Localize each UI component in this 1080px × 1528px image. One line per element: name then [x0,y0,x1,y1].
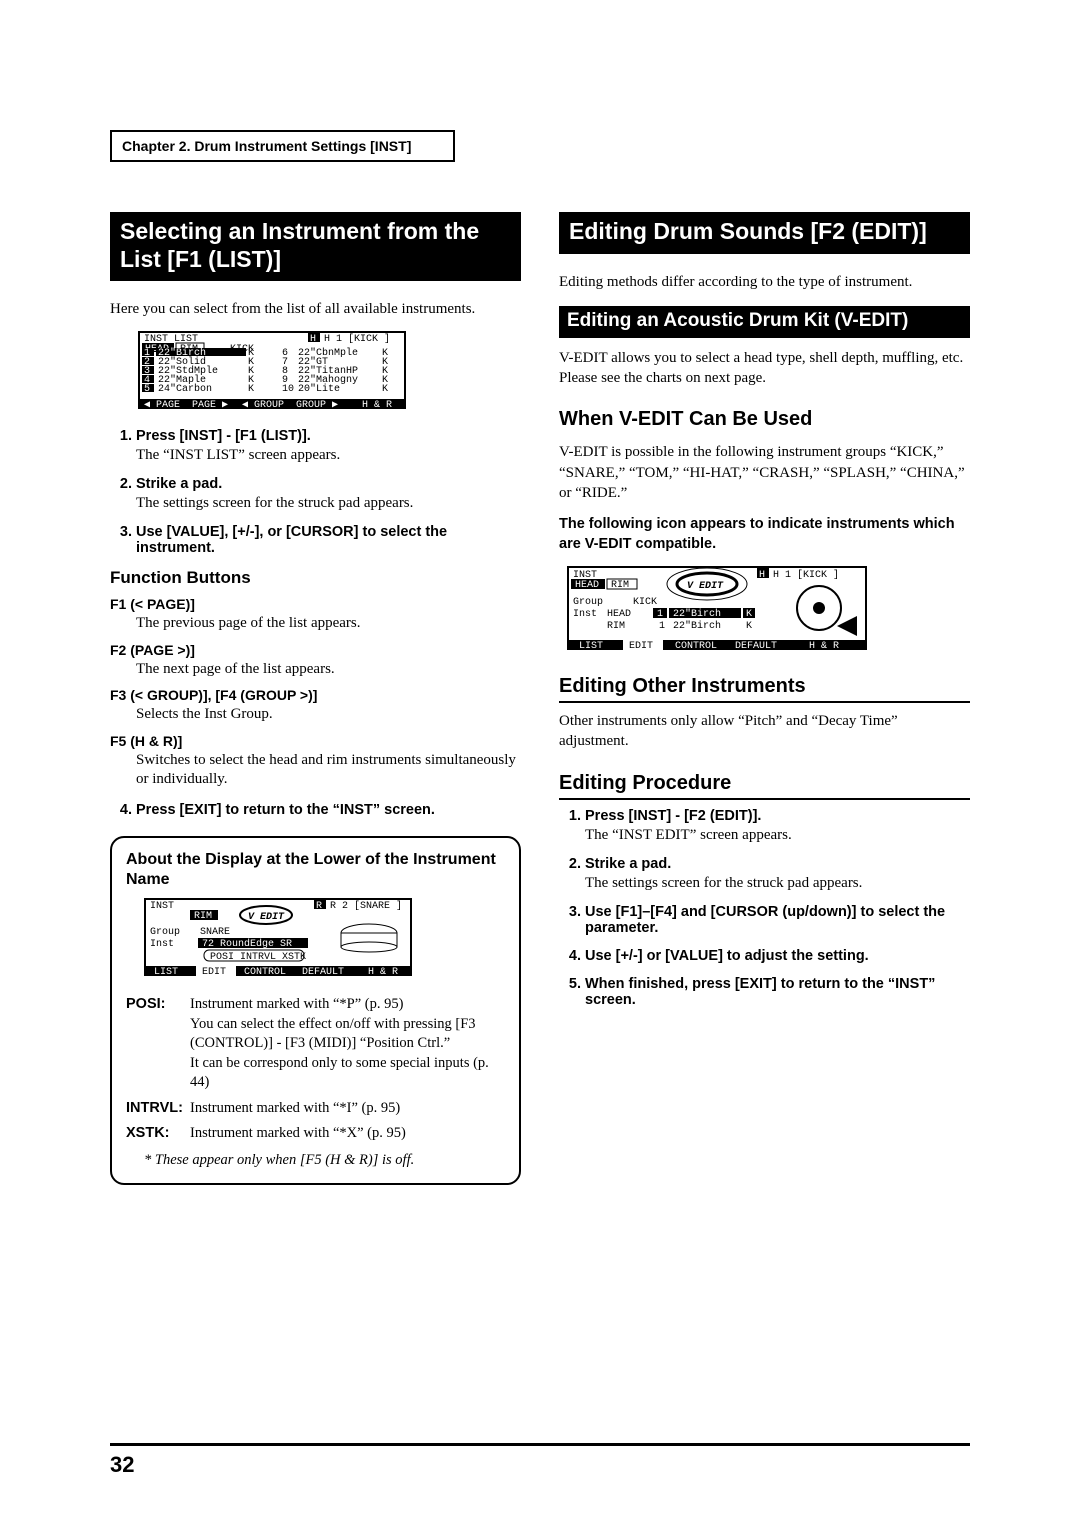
svg-text:◀ GROUP: ◀ GROUP [242,400,284,409]
page-number: 32 [110,1443,970,1478]
svg-text:V EDIT: V EDIT [248,912,285,923]
svg-text:K: K [746,621,752,632]
editing-other-title: Editing Other Instruments [559,675,970,703]
function-buttons-heading: Function Buttons [110,568,521,588]
proc-step-4: Use [+/-] or [VALUE] to adjust the setti… [585,948,970,964]
svg-text:1: 1 [657,609,663,620]
svg-text:Inst: Inst [150,939,174,950]
svg-text:CONTROL: CONTROL [675,641,717,650]
svg-text:PAGE ▶: PAGE ▶ [192,400,228,409]
definition-row: INTRVL:Instrument marked with “*I” (p. 9… [126,1099,505,1119]
function-buttons-list: F1 (< PAGE)]The previous page of the lis… [110,596,521,790]
svg-text:H & R: H & R [362,400,392,409]
svg-text:R 2 [SNARE ]: R 2 [SNARE ] [330,900,402,912]
svg-text:1: 1 [659,621,665,632]
lcd-inst-list: INST LIST H H 1 [KICK ] HEAD RIM KICK 22… [138,331,521,414]
svg-text:DEFAULT: DEFAULT [735,641,777,650]
svg-text:CONTROL: CONTROL [244,967,286,976]
svg-text:R: R [316,901,322,912]
definition-row: POSI:Instrument marked with “*P” (p. 95)… [126,995,505,1093]
section-title-list: Selecting an Instrument from the List [F… [110,212,521,281]
chapter-heading: Chapter 2. Drum Instrument Settings [INS… [110,130,455,162]
svg-text:H 1 [KICK ]: H 1 [KICK ] [773,569,839,581]
svg-text:HEAD: HEAD [607,609,631,620]
svg-text:5: 5 [144,384,150,395]
svg-text:H: H [310,334,316,345]
right-column: Editing Drum Sounds [F2 (EDIT)] Editing … [559,212,970,1185]
svg-text:Group: Group [150,927,180,938]
svg-text:22"Birch: 22"Birch [673,608,721,620]
lcd-inst-vedit: INST H H 1 [KICK ] HEAD RIM V EDIT Group… [567,566,970,655]
editing-procedure-title: Editing Procedure [559,772,970,800]
svg-text:V EDIT: V EDIT [687,581,724,592]
about-display-title: About the Display at the Lower of the In… [126,850,505,890]
editing-procedure-steps: Press [INST] - [F2 (EDIT)].The “INST EDI… [559,808,970,1008]
left-column: Selecting an Instrument from the List [F… [110,212,521,1185]
svg-text:24"Carbon: 24"Carbon [158,383,212,395]
svg-text:LIST: LIST [579,641,603,650]
steps-list-left: Press [INST] - [F1 (LIST)].The “INST LIS… [110,428,521,556]
definition-row: XSTK:Instrument marked with “*X” (p. 95) [126,1124,505,1144]
svg-text:EDIT: EDIT [202,967,226,976]
svg-text:72 RoundEdge SR: 72 RoundEdge SR [202,938,292,950]
about-display-box: About the Display at the Lower of the In… [110,836,521,1185]
step-3: Use [VALUE], [+/-], or [CURSOR] to selec… [136,524,521,556]
svg-text:K: K [248,384,254,395]
svg-text:K: K [382,384,388,395]
svg-text:RIM: RIM [194,911,212,922]
sub-vedit-body: V-EDIT allows you to select a head type,… [559,348,970,389]
when-vedit-bold: The following icon appears to indicate i… [559,515,970,554]
svg-text:H: H [759,570,765,581]
svg-text:SNARE: SNARE [200,927,230,938]
svg-text:INST: INST [150,901,174,912]
svg-text:HEAD: HEAD [575,580,599,591]
svg-text:RIM: RIM [611,580,629,591]
svg-text:KICK: KICK [633,597,657,608]
svg-text:GROUP ▶: GROUP ▶ [296,400,338,409]
svg-text:H & R: H & R [809,641,839,650]
step-2: Strike a pad.The settings screen for the… [136,476,521,512]
step-4: Press [EXIT] to return to the “INST” scr… [110,802,521,818]
svg-text:H & R: H & R [368,967,398,976]
proc-step-3: Use [F1]–[F4] and [CURSOR (up/down)] to … [585,904,970,936]
proc-step-1: Press [INST] - [F2 (EDIT)].The “INST EDI… [585,808,970,844]
box-footnote: * These appear only when [F5 (H & R)] is… [144,1152,505,1169]
svg-text:20"Lite: 20"Lite [298,383,340,395]
svg-text:◀ PAGE: ◀ PAGE [144,400,180,409]
svg-text:EDIT: EDIT [629,641,653,650]
intro-right: Editing methods differ according to the … [559,272,970,292]
svg-text:H 1 [KICK ]: H 1 [KICK ] [324,333,390,345]
lcd-inst-snare: INST R R 2 [SNARE ] RIM V EDIT Group SNA… [144,898,505,981]
editing-other-body: Other instruments only allow “Pitch” and… [559,711,970,752]
step-1: Press [INST] - [F1 (LIST)].The “INST LIS… [136,428,521,464]
svg-text:DEFAULT: DEFAULT [302,967,344,976]
when-vedit-title: When V-EDIT Can Be Used [559,408,970,434]
proc-step-2: Strike a pad.The settings screen for the… [585,856,970,892]
svg-text:Inst: Inst [573,609,597,620]
svg-text:Group: Group [573,597,603,608]
proc-step-5: When finished, press [EXIT] to return to… [585,976,970,1008]
svg-text:10: 10 [282,384,294,395]
sub-vedit-title: Editing an Acoustic Drum Kit (V-EDIT) [559,306,970,338]
svg-text:LIST: LIST [154,967,178,976]
svg-text:22"Birch: 22"Birch [673,620,721,632]
svg-text:POSI INTRVL XSTK: POSI INTRVL XSTK [210,952,306,963]
svg-text:K: K [746,609,752,620]
svg-text:RIM: RIM [607,621,625,632]
section-title-edit: Editing Drum Sounds [F2 (EDIT)] [559,212,970,254]
intro-left: Here you can select from the list of all… [110,299,521,319]
when-vedit-body: V-EDIT is possible in the following inst… [559,442,970,503]
